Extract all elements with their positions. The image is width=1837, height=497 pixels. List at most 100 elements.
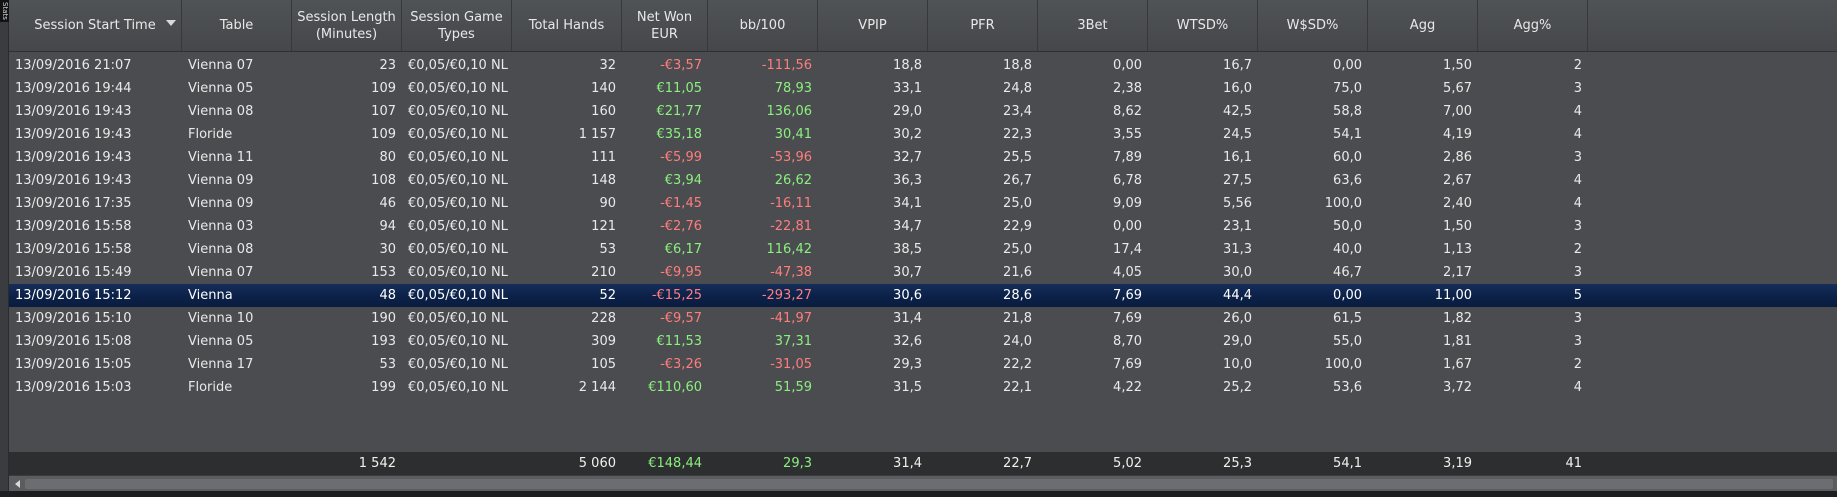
column-header[interactable]: Agg [1368,0,1478,51]
cell: 27,5 [1223,173,1252,188]
column-header[interactable]: Agg% [1478,0,1588,51]
cell: 190 [371,311,396,326]
cell: €0,05/€0,10 NL [408,380,508,395]
column-header-label: VPIP [858,18,887,33]
cell: 53 [599,242,616,257]
table-row[interactable]: 13/09/2016 15:58 Vienna 08 30 €0,05/€0,10 N… [9,238,1837,261]
cell: 7,69 [1113,357,1142,372]
cell: -22,81 [770,219,812,234]
column-header-label: W$SD% [1286,18,1339,33]
cell: €0,05/€0,10 NL [408,334,508,349]
cell: 34,7 [893,219,922,234]
sort-descending-icon[interactable] [166,20,176,26]
cell: 4 [1573,196,1582,211]
column-header[interactable]: Net Won EUR [622,0,708,51]
cell: 1,50 [1443,219,1472,234]
column-header[interactable]: VPIP [818,0,928,51]
column-header[interactable]: Session Game Types [402,0,512,51]
table-row[interactable]: 13/09/2016 15:08 Vienna 05 193 €0,05/€0,10 … [9,330,1837,353]
cell: 28,6 [1003,288,1032,303]
cell: 18,8 [893,58,922,73]
column-header-label: PFR [970,18,995,33]
cell: €0,05/€0,10 NL [408,357,508,372]
cell: 31,3 [1223,242,1252,257]
column-header[interactable]: Total Hands [512,0,622,51]
table-row[interactable]: 13/09/2016 19:43 Vienna 08 107 €0,05/€0,10 … [9,100,1837,123]
cell: 108 [371,173,396,188]
cell: 44,4 [1223,288,1252,303]
cell: 23,4 [1003,104,1032,119]
column-header-label: Agg [1409,18,1436,33]
cell: 13/09/2016 19:43 [15,173,132,188]
table-row[interactable]: 13/09/2016 19:43 Vienna 09 108 €0,05/€0,10 … [9,169,1837,192]
cell: 3 [1573,150,1582,165]
column-header[interactable]: PFR [928,0,1038,51]
scroll-thumb[interactable] [25,479,1833,489]
column-header[interactable]: bb/100 [708,0,818,51]
column-header[interactable]: Session Length (Minutes) [292,0,402,51]
cell: 25,3 [1223,456,1252,471]
cell: 75,0 [1333,81,1362,96]
table-row[interactable]: 13/09/2016 19:43 Floride 109 €0,05/€0,10 NL… [9,123,1837,146]
cell: 31,5 [893,380,922,395]
cell: 3 [1573,334,1582,349]
cell: 0,00 [1113,58,1142,73]
cell: €0,05/€0,10 NL [408,150,508,165]
column-header[interactable]: Table [182,0,292,51]
table-row[interactable]: 13/09/2016 15:03 Floride 199 €0,05/€0,10 NL… [9,376,1837,399]
cell: 80 [379,150,396,165]
cell: Vienna 08 [188,104,254,119]
table-row[interactable]: 13/09/2016 15:49 Vienna 07 153 €0,05/€0,10 … [9,261,1837,284]
cell: 32,7 [893,150,922,165]
column-header[interactable]: W$SD% [1258,0,1368,51]
cell: 22,2 [1003,357,1032,372]
cell: Vienna 10 [188,311,254,326]
cell: 53,6 [1333,380,1362,395]
cell: €35,18 [656,127,703,142]
cell: 31,4 [893,456,922,471]
cell: 3,19 [1443,456,1472,471]
cell: 40,0 [1333,242,1362,257]
cell: 153 [371,265,396,280]
cell: 46 [379,196,396,211]
cell: 54,1 [1333,127,1362,142]
cell: 29,0 [1223,334,1252,349]
table-row[interactable]: 13/09/2016 17:35 Vienna 09 46 €0,05/€0,10 N… [9,192,1837,215]
cell: 33,1 [893,81,922,96]
column-header[interactable]: WTSD% [1148,0,1258,51]
cell: €0,05/€0,10 NL [408,219,508,234]
column-header[interactable]: Session Start Time [9,0,182,51]
column-header[interactable]: 3Bet [1038,0,1148,51]
cell [182,452,292,475]
stats-side-tab[interactable]: Stats [0,0,9,22]
table-row[interactable]: 13/09/2016 15:12 Vienna 48 €0,05/€0,10 NL 52… [9,284,1837,307]
cell: 9,09 [1113,196,1142,211]
table-row[interactable]: 13/09/2016 19:44 Vienna 05 109 €0,05/€0,10 … [9,77,1837,100]
scroll-left-icon[interactable] [11,479,23,489]
table-row[interactable]: 13/09/2016 19:43 Vienna 11 80 €0,05/€0,10 N… [9,146,1837,169]
cell: 13/09/2016 15:58 [15,242,132,257]
cell: 116,42 [766,242,813,257]
table-row[interactable]: 13/09/2016 21:07 Vienna 07 23 €0,05/€0,10 N… [9,54,1837,77]
cell: 309 [591,334,616,349]
cell: 109 [371,127,396,142]
cell: 51,59 [774,380,812,395]
cell: 3,55 [1113,127,1142,142]
horizontal-scrollbar[interactable] [9,475,1837,491]
cell: 23 [379,58,396,73]
cell: 4 [1573,127,1582,142]
table-row[interactable]: 13/09/2016 15:10 Vienna 10 190 €0,05/€0,10 … [9,307,1837,330]
cell: -€9,57 [660,311,702,326]
column-header-label: Total Hands [528,18,605,33]
cell: 13/09/2016 19:44 [15,81,132,96]
cell: 29,3 [893,357,922,372]
cell: -€15,25 [651,288,702,303]
cell: 11,00 [1434,288,1472,303]
table-row[interactable]: 13/09/2016 15:05 Vienna 17 53 €0,05/€0,10 N… [9,353,1837,376]
cell: 4 [1573,104,1582,119]
cell: -47,38 [770,265,812,280]
cell: 17,4 [1113,242,1142,257]
cell: 1,81 [1443,334,1472,349]
cell: 26,0 [1223,311,1252,326]
table-row[interactable]: 13/09/2016 15:58 Vienna 03 94 €0,05/€0,10 N… [9,215,1837,238]
